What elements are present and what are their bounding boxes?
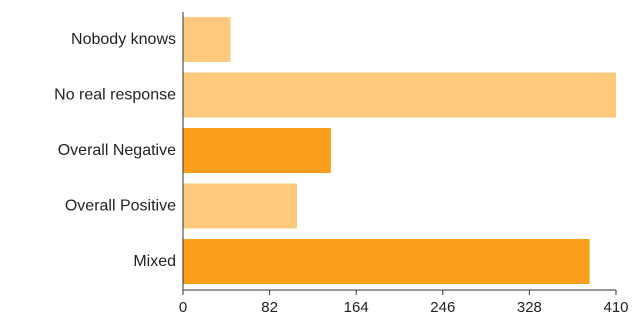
x-tick-label: 164 [344,299,369,316]
bars-group [183,17,616,284]
x-tick-label: 328 [517,299,542,316]
category-label: Mixed [133,253,176,270]
category-label: No real response [54,87,176,104]
x-tick-label: 246 [430,299,455,316]
bar [183,128,331,173]
x-tick-label: 410 [603,299,628,316]
category-label: Nobody knows [71,31,176,48]
bar [183,17,231,62]
bar [183,183,298,229]
category-label: Overall Positive [65,198,176,215]
category-label: Overall Negative [58,142,176,159]
bar [183,239,590,284]
x-tick-label: 82 [261,299,278,316]
category-labels: Nobody knows No real response Overall Nega… [54,31,176,270]
x-tick-label: 0 [179,299,187,316]
axes-group: 0 82 164 246 328 410 [179,12,629,316]
bar [183,72,616,118]
